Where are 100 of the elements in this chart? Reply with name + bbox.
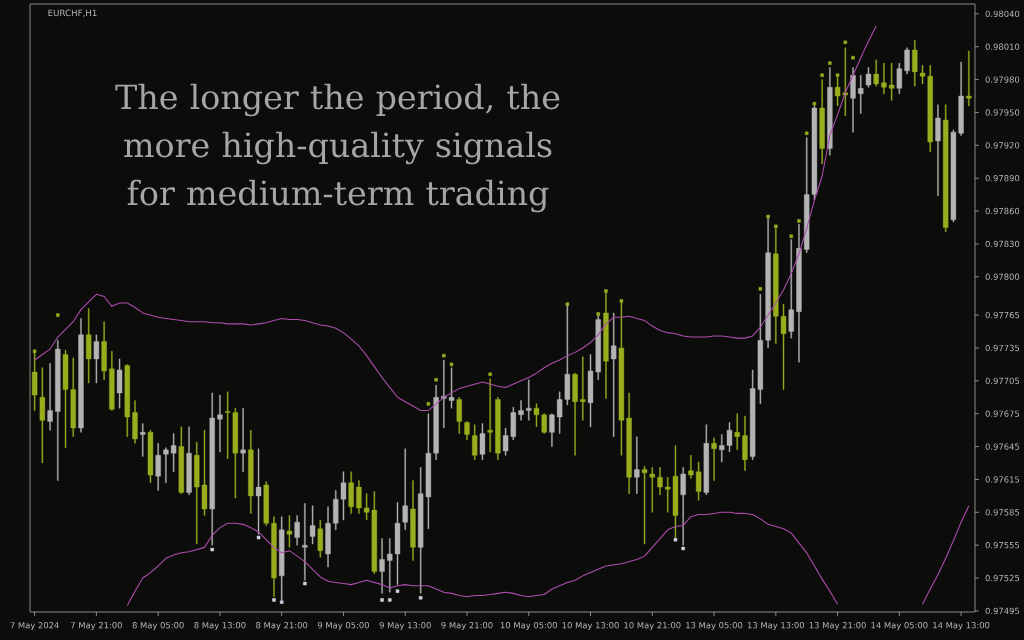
- point: [210, 547, 214, 552]
- candlestick: [796, 223, 802, 363]
- candlestick: [286, 515, 293, 548]
- candlestick: [657, 467, 663, 495]
- candlestick: [765, 217, 771, 349]
- point: [797, 219, 801, 223]
- candlestick: [155, 443, 161, 491]
- candlestick: [943, 104, 949, 233]
- candlestick: [217, 394, 223, 453]
- candlestick: [309, 505, 316, 545]
- y-tick-label: 0.97950: [985, 109, 1020, 116]
- y-tick-label: 0.97860: [985, 207, 1020, 215]
- candlestick: [865, 67, 872, 88]
- y-tick-label: 0.97705: [985, 377, 1020, 385]
- y-tick-label: 0.97525: [985, 574, 1020, 582]
- candlestick: [78, 318, 84, 433]
- candlestick: [116, 358, 123, 409]
- x-tick-label: 14 May 05:00: [871, 622, 928, 631]
- x-tick-label: 13 May 21:00: [809, 622, 866, 631]
- point: [56, 313, 60, 317]
- point: [256, 535, 261, 540]
- point: [851, 55, 855, 60]
- candlestick: [93, 334, 100, 384]
- point: [766, 214, 770, 219]
- x-tick-label: 10 May 05:00: [500, 622, 557, 631]
- candlestick: [526, 379, 532, 421]
- point: [789, 234, 793, 238]
- point: [434, 378, 438, 382]
- y-tick-label: 0.97765: [985, 311, 1020, 319]
- x-tick-label: 7 May 2024: [10, 622, 59, 631]
- point: [449, 362, 454, 367]
- candlestick: [39, 367, 46, 464]
- point: [426, 402, 431, 406]
- point: [681, 546, 685, 551]
- candlestick: [31, 352, 38, 411]
- candlestick: [240, 408, 246, 472]
- x-tick-label: 9 May 05:00: [317, 622, 370, 631]
- candlestick: [402, 448, 408, 531]
- point: [279, 600, 284, 604]
- candlestick: [472, 424, 478, 460]
- point: [272, 598, 276, 602]
- point: [380, 598, 384, 602]
- candlestick: [209, 392, 215, 546]
- candlestick: [255, 448, 262, 535]
- candlestick: [580, 356, 586, 421]
- annotation: The longer the period, the more high-quality signals for medium-term trading: [115, 83, 560, 213]
- point: [442, 353, 446, 358]
- point: [774, 224, 778, 229]
- candlestick: [464, 421, 470, 441]
- point: [758, 287, 763, 291]
- candlestick: [518, 400, 524, 421]
- y-tick-label: 0.97555: [985, 542, 1020, 549]
- point: [604, 289, 608, 293]
- candlestick: [935, 104, 941, 196]
- candlestick: [711, 437, 717, 481]
- y-tick-label: 0.97495: [985, 607, 1020, 615]
- candlestick: [742, 415, 748, 471]
- candlestick: [611, 312, 617, 437]
- candlestick: [109, 351, 115, 411]
- y-tick-label: 0.97735: [985, 344, 1020, 352]
- x-tick-label: 13 May 13:00: [747, 622, 805, 631]
- x-tick-label: 7 May 21:00: [70, 622, 122, 631]
- point: [395, 589, 400, 593]
- point: [820, 73, 824, 77]
- candlestick: [456, 397, 462, 434]
- candlestick: [479, 423, 486, 460]
- y-tick-label: 0.97675: [985, 410, 1020, 417]
- candlestick: [410, 480, 416, 561]
- x-tick-label: 13 May 05:00: [686, 622, 743, 631]
- candlestick: [850, 67, 856, 133]
- point: [673, 537, 678, 542]
- candlestick: [572, 372, 578, 456]
- y-tick-label: 0.97830: [985, 240, 1020, 248]
- candlestick: [966, 50, 972, 107]
- candlestick: [132, 400, 138, 444]
- candlestick: [294, 515, 300, 546]
- point: [804, 131, 809, 135]
- candlestick: [379, 538, 385, 594]
- candlestick: [178, 426, 184, 494]
- candlestick: [47, 363, 53, 431]
- point: [619, 299, 624, 303]
- candlestick: [788, 239, 794, 339]
- candlestick: [317, 519, 323, 558]
- candlestick: [140, 423, 146, 457]
- candlestick: [325, 506, 331, 568]
- candlestick: [348, 471, 354, 514]
- x-tick-label: 8 May 21:00: [256, 622, 308, 631]
- candlestick: [603, 291, 609, 399]
- x-tick-label: 10 May 13:00: [562, 622, 619, 631]
- candlestick: [356, 480, 362, 514]
- point: [565, 302, 570, 306]
- candlestick: [495, 397, 501, 460]
- candlestick: [86, 308, 92, 384]
- candlestick: [703, 424, 709, 495]
- y-tick-label: 0.97800: [985, 273, 1020, 280]
- candlestick: [819, 79, 825, 165]
- y-tick-label: 0.97645: [985, 443, 1020, 450]
- x-tick-label: 9 May 13:00: [379, 622, 431, 631]
- candlestick: [873, 59, 879, 87]
- point: [828, 61, 832, 65]
